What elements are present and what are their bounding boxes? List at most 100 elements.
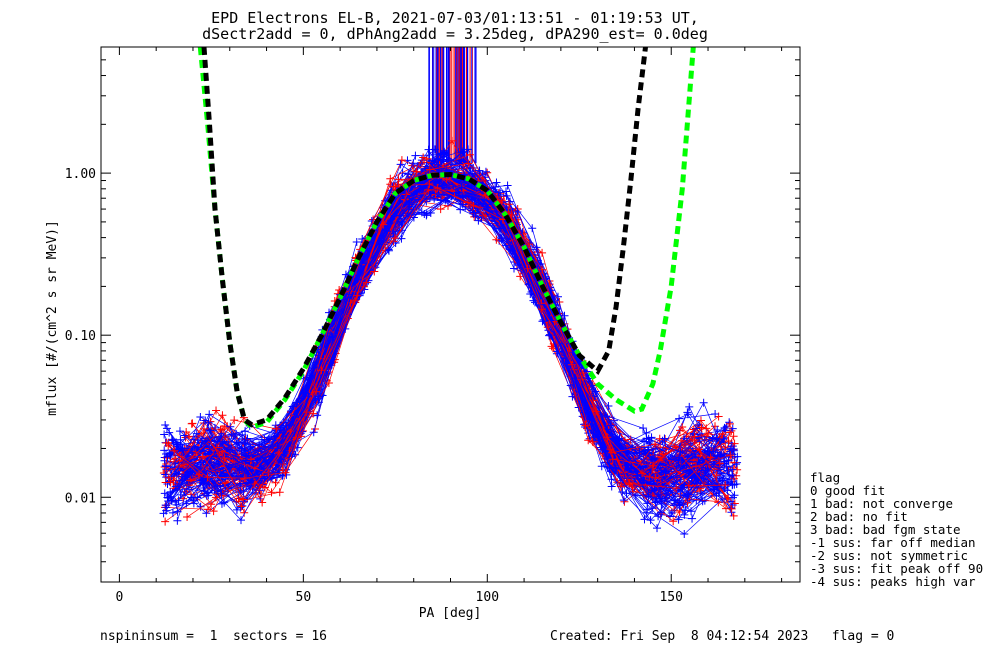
scatter-point — [696, 416, 705, 425]
scatter-point — [713, 482, 722, 491]
scatter-point — [704, 429, 713, 438]
scatter-point — [198, 442, 207, 451]
scatter-point — [725, 428, 734, 437]
scatter-trace-line — [165, 175, 723, 521]
scatter-point — [730, 499, 739, 508]
scatter-point — [469, 201, 478, 210]
scatter-point — [729, 432, 738, 441]
scatter-point — [459, 191, 468, 200]
scatter-point — [240, 508, 249, 517]
scatter-point — [725, 449, 734, 458]
scatter-point — [274, 468, 283, 477]
scatter-point — [184, 485, 193, 494]
scatter-point — [239, 487, 248, 496]
scatter-point — [718, 495, 727, 504]
scatter-point — [667, 509, 676, 518]
scatter-point — [436, 205, 445, 214]
scatter-point — [619, 496, 628, 505]
scatter-point — [581, 421, 590, 430]
scatter-point — [644, 471, 653, 480]
scatter-point — [278, 460, 287, 469]
scatter-point — [202, 509, 211, 518]
scatter-point — [719, 435, 728, 444]
scatter-point — [680, 510, 689, 519]
scatter-point — [196, 413, 205, 422]
scatter-point — [421, 164, 430, 173]
scatter-point — [164, 493, 173, 502]
scatter-point — [468, 169, 477, 178]
scatter-point — [729, 474, 738, 483]
y-tick-label: 0.01 — [65, 491, 96, 506]
scatter-point — [162, 424, 171, 433]
scatter-point — [161, 517, 170, 526]
scatter-point — [174, 476, 183, 485]
scatter-point — [370, 267, 379, 276]
scatter-point — [674, 515, 683, 524]
scatter-point — [537, 305, 546, 314]
scatter-point — [199, 424, 208, 433]
scatter-point — [160, 446, 169, 455]
scatter-point — [422, 210, 431, 219]
footer-right: Created: Fri Sep 8 04:12:54 2023 flag = … — [550, 629, 894, 644]
scatter-point — [723, 486, 732, 495]
scatter-point — [209, 507, 218, 516]
scatter-point — [649, 461, 658, 470]
scatter-point — [162, 438, 171, 447]
scatter-point — [692, 462, 701, 471]
scatter-point — [538, 248, 547, 257]
scatter-point — [345, 290, 354, 299]
scatter-point — [430, 145, 439, 154]
scatter-point — [727, 444, 736, 453]
scatter-point — [270, 432, 279, 441]
scatter-point — [212, 406, 221, 415]
scatter-point — [617, 482, 626, 491]
scatter-point — [455, 159, 464, 168]
y-tick-label: 1.00 — [65, 167, 96, 182]
scatter-point — [397, 156, 406, 165]
x-axis-label: PA [deg] — [419, 606, 482, 621]
scatter-point — [653, 524, 662, 533]
scatter-point — [440, 147, 449, 156]
x-tick-label: 0 — [115, 590, 123, 605]
scatter-point — [503, 181, 512, 190]
scatter-point — [481, 167, 490, 176]
scatter-point — [227, 430, 236, 439]
scatter-point — [257, 435, 266, 444]
scatter-point — [672, 484, 681, 493]
scatter-point — [650, 440, 659, 449]
scatter-point — [201, 436, 210, 445]
scatter-point — [217, 499, 226, 508]
scatter-point — [205, 455, 214, 464]
scatter-trace-line — [187, 176, 738, 485]
scatter-point — [239, 495, 248, 504]
scatter-trace — [166, 185, 721, 511]
scatter-point — [352, 237, 361, 246]
scatter-point — [661, 468, 670, 477]
scatter-point — [683, 410, 692, 419]
legend-entry: 3 bad: bad fgm state — [810, 522, 961, 537]
legend-entry: -1 sus: far off median — [810, 535, 976, 550]
scatter-point — [397, 217, 406, 226]
scatter-point — [160, 430, 169, 439]
scatter-point — [675, 414, 684, 423]
scatter-point — [513, 208, 522, 217]
scatter-point — [458, 200, 467, 209]
footer-left: nspininsum = 1 sectors = 16 — [100, 629, 327, 644]
scatter-point — [502, 191, 511, 200]
scatter-point — [696, 486, 705, 495]
scatter-point — [176, 435, 185, 444]
scatter-point — [697, 423, 706, 432]
plot-area: 0 50 100 150 0.01 0.10 1.00 — [65, 46, 801, 605]
scatter-point — [161, 420, 170, 429]
scatter-point — [192, 429, 201, 438]
scatter-trace-line — [180, 164, 725, 486]
y-axis-label: mflux [#/(cm^2 s sr MeV)] — [45, 220, 60, 416]
scatter-point — [681, 506, 690, 515]
scatter-point — [638, 469, 647, 478]
scatter-point — [715, 459, 724, 468]
scatter-point — [309, 363, 318, 372]
scatter-point — [644, 492, 653, 501]
scatter-point — [464, 145, 473, 154]
scatter-point — [160, 456, 169, 465]
scatter-point — [660, 434, 669, 443]
